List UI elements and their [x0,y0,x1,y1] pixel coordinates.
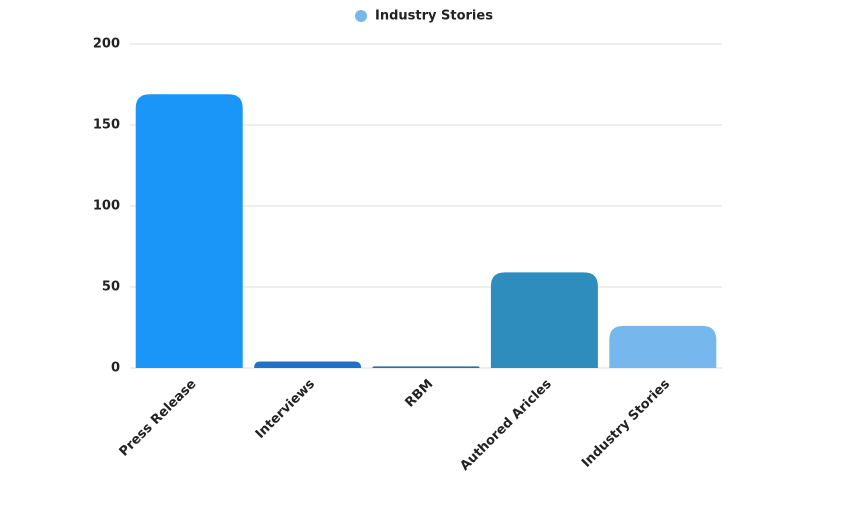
x-tick-label: Press Release [117,377,200,460]
y-tick-label: 100 [93,199,120,214]
x-tick-label: Authored Aricles [458,377,555,474]
x-tick-label: Industry Stories [579,377,673,471]
x-tick-label: Interviews [253,377,318,442]
y-tick-label: 150 [93,118,120,133]
bar [135,94,243,368]
legend-marker [355,10,367,22]
y-tick-label: 0 [111,361,120,376]
legend: Industry Stories [355,9,493,24]
x-tick-label: RBM [402,377,436,411]
y-tick-label: 50 [102,280,120,295]
bar [609,325,717,368]
bar [372,366,480,368]
legend-label: Industry Stories [375,9,493,24]
bar [490,272,598,368]
bar [254,361,362,368]
y-tick-label: 200 [93,37,120,52]
